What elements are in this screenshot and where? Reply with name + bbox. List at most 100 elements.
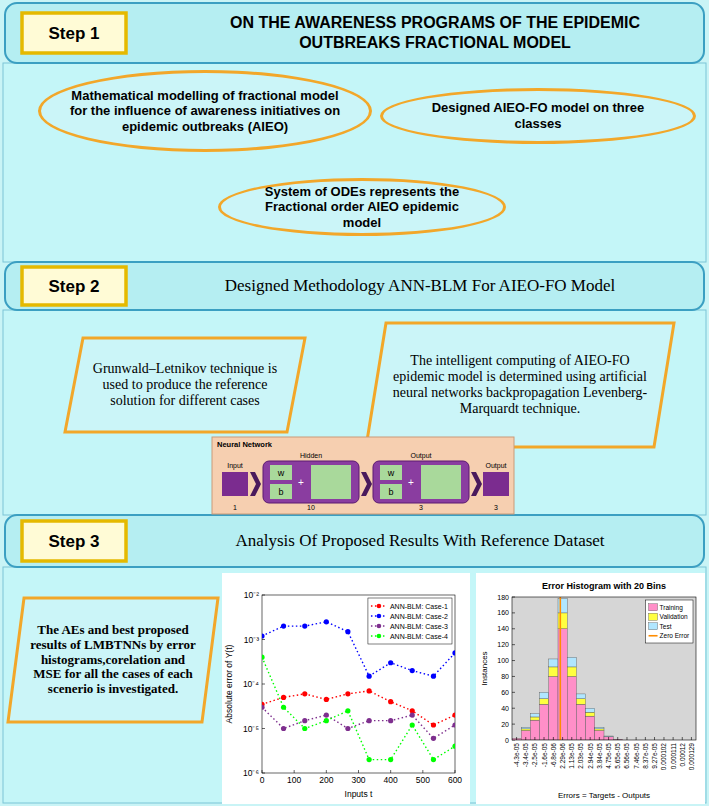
histogram-bar (521, 727, 530, 729)
histogram-bar (567, 676, 576, 740)
series-point (431, 722, 436, 727)
tick (512, 644, 515, 645)
histogram-bar (530, 717, 539, 720)
series-point (324, 619, 329, 624)
tick (512, 628, 515, 629)
series-point (345, 726, 350, 731)
tick (617, 737, 618, 740)
network-label: Input (227, 462, 243, 470)
network-weight-box (380, 465, 402, 480)
network-arrow (250, 472, 261, 496)
network-io (222, 472, 248, 496)
ellipse-box: Mathematical modelling of fractional mod… (38, 70, 372, 152)
legend-label: ANN-BLM: Case-3 (390, 623, 448, 630)
histogram-bar (558, 613, 567, 629)
series-point (410, 668, 415, 673)
tick-label: 0.000111 (670, 743, 677, 770)
tick-label: 120 (497, 641, 509, 648)
legend-swatch (377, 604, 382, 609)
page: Step 1Step 2Step 3Neural NetworkInput1Hi… (0, 0, 709, 806)
series-point (262, 705, 265, 710)
series-point (281, 695, 286, 700)
series-point (324, 718, 329, 723)
step-label-box (22, 267, 126, 305)
network-title: Neural Network (217, 440, 273, 449)
histogram-bar (549, 659, 558, 667)
section-body (3, 310, 706, 515)
network-label: Output (485, 462, 506, 470)
histogram-bar (595, 729, 604, 731)
tick (358, 770, 359, 773)
network-layer (373, 461, 469, 503)
histogram-bar (586, 716, 595, 740)
network-size: 3 (494, 504, 498, 511)
step-band (5, 515, 704, 567)
tick (512, 692, 515, 693)
legend: ANN-BLM: Case-1ANN-BLM: Case-2ANN-BLM: C… (368, 598, 452, 644)
network-bias-box (380, 484, 402, 499)
histogram-bar (540, 692, 549, 698)
tick-label: 10⁻⁴ (243, 679, 259, 689)
chart-background (476, 573, 705, 804)
section-body (3, 567, 706, 803)
histogram-bar (586, 708, 595, 712)
step-band (5, 3, 704, 63)
plot-background (512, 597, 696, 740)
tick (390, 770, 391, 773)
tick (636, 737, 637, 740)
ellipse-box: System of ODEs represents the Fractional… (218, 178, 506, 236)
network-weight: w (277, 468, 285, 478)
series-point (281, 624, 286, 629)
network-label: Output (410, 452, 431, 460)
tick-label: 4.75e-05 (605, 743, 612, 769)
step-title: Analysis Of Proposed Results With Refere… (140, 515, 700, 567)
tick-label: 600 (448, 775, 462, 785)
tick-label: 2.29e-06 (559, 743, 566, 769)
series-point (410, 713, 415, 718)
histogram-bar (567, 657, 576, 667)
legend-swatch (649, 635, 658, 637)
series-point (345, 629, 350, 634)
network-panel (212, 437, 514, 514)
legend-label: Test (660, 623, 672, 630)
step-label-box (22, 521, 126, 561)
series-point (302, 691, 307, 696)
tick (512, 660, 515, 661)
tick-label: -2.5e-05 (531, 743, 538, 768)
series-point (324, 697, 329, 702)
series-point (410, 722, 415, 727)
legend: TrainingValidationTestZero Error (646, 600, 693, 643)
series-point (302, 726, 307, 731)
legend-swatch (377, 624, 382, 629)
tick-label: 400 (384, 775, 398, 785)
tick-label: 80 (501, 673, 509, 680)
legend-label: ANN-BLM: Case-2 (390, 613, 448, 620)
tick (626, 737, 627, 740)
network-bias-box (270, 484, 292, 499)
series-point (367, 688, 372, 693)
parallelogram (366, 323, 674, 447)
tick (645, 737, 646, 740)
series-point (367, 757, 372, 762)
histogram-bar (530, 714, 539, 717)
plot-marks (512, 597, 622, 740)
tick-label: 0.000102 (660, 743, 667, 770)
tick (512, 676, 515, 677)
histogram-bar (549, 676, 558, 740)
parallelogram-text: Grunwald–Letnikov technique is used to p… (87, 341, 283, 429)
tick-label: 2.03e-05 (577, 743, 584, 769)
legend-swatch (649, 623, 658, 630)
network-size: 1 (233, 504, 237, 511)
step-label: Step 1 (48, 24, 99, 43)
series-point (388, 718, 393, 723)
histogram-bar (540, 704, 549, 740)
tick-label: 10⁻⁵ (243, 724, 259, 734)
tick (654, 737, 655, 740)
plot-frame (262, 595, 455, 773)
tick-label: -1.6e-05 (541, 743, 548, 768)
tick-label: 8.37e-05 (642, 743, 649, 769)
legend-swatch (377, 614, 382, 619)
tick-label: 9.27e-05 (651, 743, 658, 769)
tick (562, 737, 563, 740)
histogram-bar (540, 699, 549, 705)
